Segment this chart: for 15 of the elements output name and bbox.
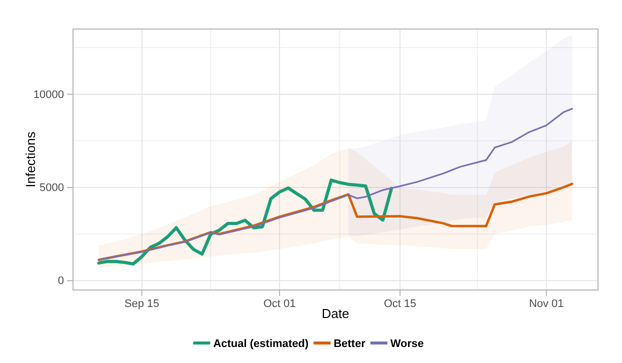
line-series [97,178,394,266]
x-tick-label: Nov 01 [528,298,564,310]
x-axis-title: Date [322,306,350,321]
y-axis-title: Infections [23,131,38,188]
y-tick-label: 5000 [40,182,64,194]
legend-label: Actual (estimated) [213,338,309,350]
legend-label: Better [334,338,366,350]
y-tick-label: 10000 [33,88,64,101]
line-series [98,108,573,261]
x-tick-label: Oct 01 [263,298,296,310]
line-series [98,182,574,261]
x-tick-label: Sep 15 [124,298,160,310]
legend-label: Worse [390,338,424,350]
x-tick-label: Oct 15 [384,298,416,310]
y-tick-label: 0 [58,275,64,288]
